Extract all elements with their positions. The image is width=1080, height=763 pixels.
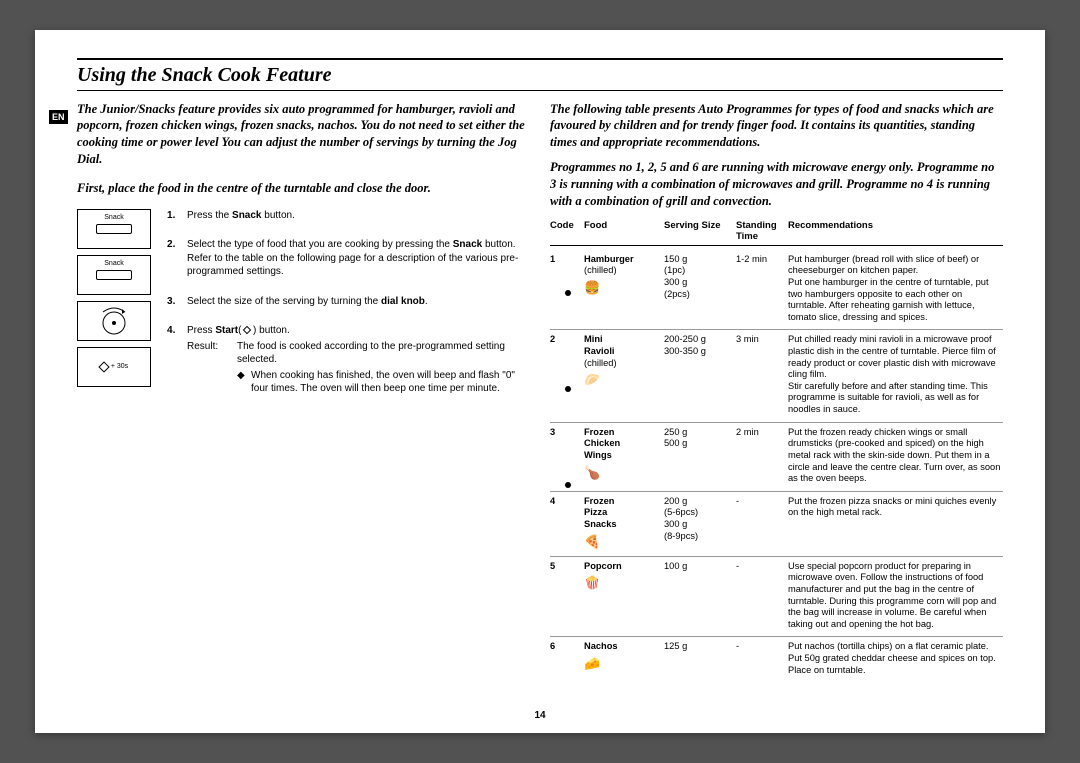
page-number: 14 bbox=[35, 710, 1045, 721]
diamond-bullet-icon: ◆ bbox=[237, 369, 251, 396]
button-diagrams: Snack Snack bbox=[77, 209, 151, 412]
col-time: Standing Time bbox=[736, 220, 788, 242]
dial-knob-diagram bbox=[77, 301, 151, 341]
programme-table-header: Code Food Serving Size Standing Time Rec… bbox=[550, 220, 1003, 246]
binder-dots bbox=[565, 290, 571, 488]
programme-table-body: 1Hamburger(chilled)🍔150 g (1pc) 300 g (2… bbox=[550, 250, 1003, 683]
manual-page: Using the Snack Cook Feature EN The Juni… bbox=[35, 30, 1045, 733]
intro-paragraph-2: First, place the food in the centre of t… bbox=[77, 180, 530, 197]
right-intro-2: Programmes no 1, 2, 5 and 6 are running … bbox=[550, 159, 1003, 210]
step-2: Select the type of food that you are coo… bbox=[167, 238, 530, 279]
col-rec: Recommendations bbox=[788, 220, 1003, 242]
top-rule bbox=[77, 58, 1003, 60]
page-title: Using the Snack Cook Feature bbox=[77, 64, 1003, 87]
table-row: 4FrozenPizzaSnacks🍕200 g (5-6pcs) 300 g … bbox=[550, 492, 1003, 557]
right-column: The following table presents Auto Progra… bbox=[550, 101, 1003, 683]
lang-badge: EN bbox=[49, 110, 68, 124]
step-3: Select the size of the serving by turnin… bbox=[167, 295, 530, 309]
content-columns: The Junior/Snacks feature provides six a… bbox=[77, 101, 1003, 683]
table-row: 6Nachos🧀125 g-Put nachos (tortilla chips… bbox=[550, 637, 1003, 682]
step-1: Press the Snack button. bbox=[167, 209, 530, 223]
left-column: The Junior/Snacks feature provides six a… bbox=[77, 101, 530, 683]
table-row: 3FrozenChickenWings🍗250 g 500 g2 minPut … bbox=[550, 423, 1003, 492]
col-size: Serving Size bbox=[664, 220, 736, 242]
result-text: The food is cooked according to the pre-… bbox=[237, 340, 530, 367]
table-row: 5Popcorn🍿100 g-Use special popcorn produ… bbox=[550, 557, 1003, 638]
snack-button-diagram-2: Snack bbox=[77, 255, 151, 295]
col-code: Code bbox=[550, 220, 584, 242]
start-button-diagram: + 30s bbox=[77, 347, 151, 387]
result-label: Result: bbox=[187, 340, 237, 367]
table-row: 1Hamburger(chilled)🍔150 g (1pc) 300 g (2… bbox=[550, 250, 1003, 331]
snack-button-diagram-1: Snack bbox=[77, 209, 151, 249]
start-diamond-icon bbox=[98, 361, 109, 372]
steps-list: Press the Snack button. Select the type … bbox=[167, 209, 530, 412]
step-4: Press Start( ) button. Result: The food … bbox=[167, 324, 530, 396]
title-rule bbox=[77, 90, 1003, 91]
result-bullet: When cooking has finished, the oven will… bbox=[251, 369, 530, 396]
intro-paragraph-1: The Junior/Snacks feature provides six a… bbox=[77, 101, 530, 169]
right-intro-1: The following table presents Auto Progra… bbox=[550, 101, 1003, 152]
col-food: Food bbox=[584, 220, 664, 242]
table-row: 2MiniRavioli(chilled)🥟200-250 g 300-350 … bbox=[550, 330, 1003, 422]
steps-layout: Snack Snack bbox=[77, 209, 530, 412]
